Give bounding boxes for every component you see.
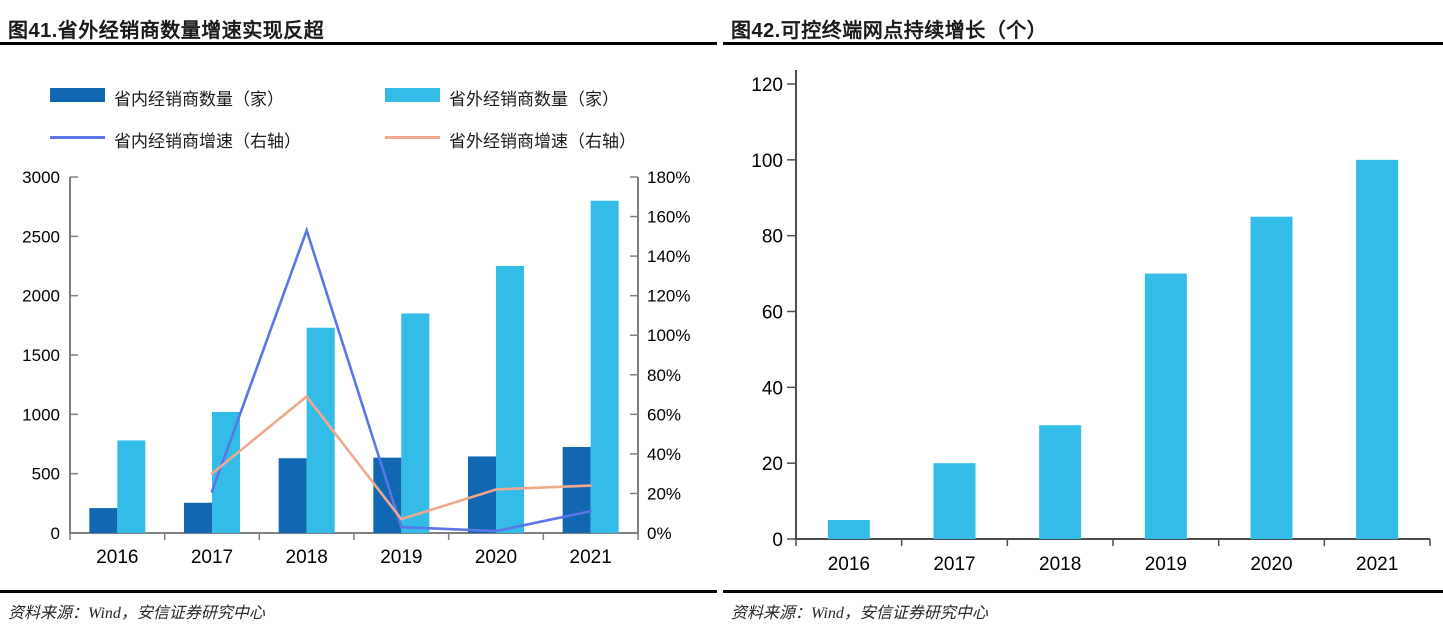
svg-text:60: 60 xyxy=(762,303,783,324)
svg-text:2019: 2019 xyxy=(1145,554,1187,575)
svg-text:160%: 160% xyxy=(647,208,690,227)
legend-swatch-line-salmon xyxy=(385,136,440,139)
svg-text:20: 20 xyxy=(762,454,783,475)
figure-42-footer-rule xyxy=(723,590,1443,593)
svg-text:2016: 2016 xyxy=(96,547,138,568)
legend-label: 省外经销商增速（右轴） xyxy=(449,132,636,151)
figure-41-combo-chart: 0 500 1000 1500 2000 2500 3000 0% 20% 40% 60% 80% 10… xyxy=(22,168,690,568)
figure-41-section: 图41.省外经销商数量增速实现反超 省内经销商数量（家） 省外经销商数量（家） … xyxy=(0,0,721,633)
svg-text:180%: 180% xyxy=(647,168,690,187)
svg-text:2500: 2500 xyxy=(22,227,60,246)
figure-42-title: 图42.可控终端网点持续增长（个） xyxy=(731,20,1048,42)
legend-label: 省外经销商数量（家） xyxy=(449,90,619,109)
figure-41-title: 图41.省外经销商数量增速实现反超 xyxy=(8,20,325,42)
svg-text:500: 500 xyxy=(32,465,60,484)
svg-text:80%: 80% xyxy=(647,366,681,385)
figure-42-source: 资料来源：Wind，安信证券研究中心 xyxy=(731,605,988,622)
svg-text:2017: 2017 xyxy=(933,554,975,575)
legend-swatch-line-blue xyxy=(50,136,105,139)
legend-swatch-bar-cyan xyxy=(385,88,440,102)
svg-text:2020: 2020 xyxy=(475,547,517,568)
figure-41-source: 资料来源：Wind，安信证券研究中心 xyxy=(8,605,265,622)
legend-label: 省内经销商数量（家） xyxy=(114,90,284,109)
svg-text:3000: 3000 xyxy=(22,168,60,187)
figure-41-footer-rule xyxy=(0,590,717,593)
svg-text:120%: 120% xyxy=(647,287,690,306)
svg-text:0: 0 xyxy=(772,530,783,551)
svg-text:40%: 40% xyxy=(647,445,681,464)
svg-text:140%: 140% xyxy=(647,247,690,266)
svg-text:2021: 2021 xyxy=(570,547,612,568)
figure-42-title-rule xyxy=(723,42,1443,45)
figure-41-legend: 省内经销商数量（家） 省外经销商数量（家） 省内经销商增速（右轴） 省外经销商增… xyxy=(0,0,721,160)
figure-42-section: 图42.可控终端网点持续增长（个） 0 20 40 60 80 100 120 2016 201… xyxy=(723,0,1443,633)
svg-text:2019: 2019 xyxy=(380,547,422,568)
figure-41-title-rule xyxy=(0,42,717,45)
svg-text:2017: 2017 xyxy=(191,547,233,568)
legend-swatch-bar-dark-blue xyxy=(50,88,105,102)
figure-42-bar-chart: 0 20 40 60 80 100 120 2016 2017 2018 2019 2020 2021 xyxy=(751,70,1431,575)
svg-text:1000: 1000 xyxy=(22,405,60,424)
svg-text:40: 40 xyxy=(762,378,783,399)
svg-text:100: 100 xyxy=(751,151,783,172)
svg-text:2018: 2018 xyxy=(286,547,328,568)
svg-text:2021: 2021 xyxy=(1356,554,1398,575)
svg-text:2020: 2020 xyxy=(1250,554,1292,575)
svg-text:1500: 1500 xyxy=(22,346,60,365)
svg-text:60%: 60% xyxy=(647,405,681,424)
svg-text:0: 0 xyxy=(51,524,60,543)
svg-text:100%: 100% xyxy=(647,326,690,345)
svg-text:20%: 20% xyxy=(647,484,681,503)
legend-label: 省内经销商增速（右轴） xyxy=(114,132,301,151)
svg-text:2016: 2016 xyxy=(828,554,870,575)
svg-text:2000: 2000 xyxy=(22,287,60,306)
svg-text:2018: 2018 xyxy=(1039,554,1081,575)
svg-text:0%: 0% xyxy=(647,524,672,543)
svg-text:120: 120 xyxy=(751,75,783,96)
svg-text:80: 80 xyxy=(762,227,783,248)
